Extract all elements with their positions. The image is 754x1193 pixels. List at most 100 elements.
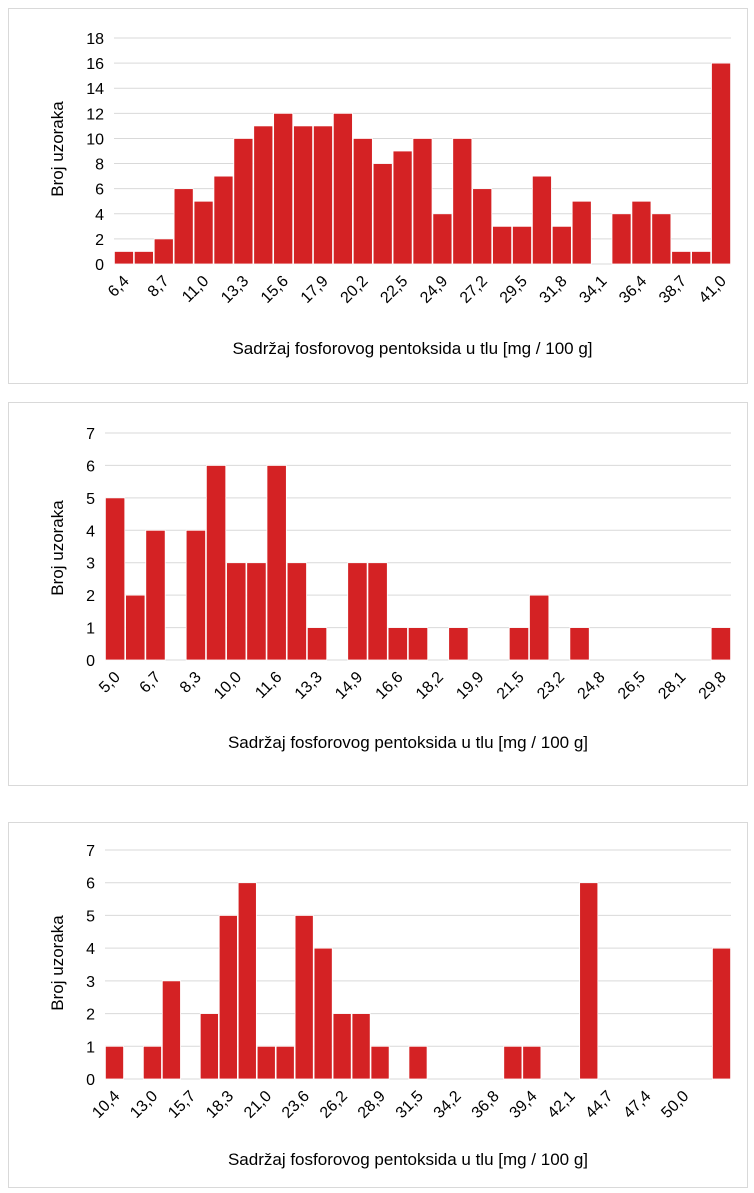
histogram-panel-1: 0 2 4 6 8 10 12 14 16 18 6,4 8,7 11,0 13,3 15,6 17,9 20,… bbox=[8, 8, 748, 384]
histogram-bar bbox=[432, 213, 453, 265]
x-tick-label: 41,0 bbox=[696, 273, 730, 307]
histogram-bar bbox=[492, 225, 513, 265]
x-tick-label: 13,0 bbox=[127, 1088, 161, 1122]
x-tick-label: 36,4 bbox=[616, 273, 650, 307]
x-tick-label: 8,3 bbox=[177, 669, 205, 697]
x-axis-title: Sadržaj fosforovog pentoksida u tlu [mg … bbox=[228, 1150, 588, 1169]
histogram-bar bbox=[218, 915, 238, 1080]
y-tick-label: 3 bbox=[86, 974, 95, 991]
histogram-bar bbox=[193, 200, 214, 265]
x-tick-label: 44,7 bbox=[582, 1088, 616, 1122]
histogram-bar bbox=[611, 213, 632, 265]
x-axis-title: Sadržaj fosforovog pentoksida u tlu [mg … bbox=[228, 733, 588, 752]
x-tick-label: 29,8 bbox=[696, 669, 730, 703]
x-tick-label: 17,9 bbox=[298, 273, 332, 307]
histogram-bar bbox=[710, 627, 732, 661]
histogram-bar bbox=[294, 915, 314, 1080]
histogram-chart-1: 0 2 4 6 8 10 12 14 16 18 6,4 8,7 11,0 13,3 15,6 17,9 20,… bbox=[48, 31, 731, 358]
x-tick-label: 24,8 bbox=[575, 669, 609, 703]
histogram-panel-3: 0 1 2 3 4 5 6 7 10,4 13,0 15,7 18,3 21,0 23,6 26,2 28,9… bbox=[8, 822, 748, 1188]
histogram-bar bbox=[529, 594, 550, 661]
histogram-bar bbox=[306, 627, 328, 661]
x-tick-label: 16,6 bbox=[373, 669, 407, 703]
histogram-bar bbox=[273, 112, 294, 265]
y-tick-label: 1 bbox=[86, 621, 95, 638]
histogram-bar bbox=[569, 627, 590, 661]
y-tick-label: 5 bbox=[86, 908, 95, 925]
y-tick-label: 0 bbox=[95, 257, 104, 274]
histogram-bar bbox=[408, 1045, 428, 1080]
histogram-bar bbox=[105, 1045, 124, 1080]
histogram-bar bbox=[711, 62, 731, 265]
histogram-bar bbox=[392, 150, 413, 265]
y-tick-label: 7 bbox=[86, 843, 95, 860]
y-axis-title: Broj uzoraka bbox=[48, 500, 67, 596]
y-tick-label: 0 bbox=[86, 1072, 95, 1089]
x-tick-label: 39,4 bbox=[507, 1088, 541, 1122]
x-tick-label: 28,1 bbox=[655, 669, 689, 703]
x-tick-label: 42,1 bbox=[545, 1088, 579, 1122]
y-tick-label: 0 bbox=[86, 653, 95, 670]
x-tick-label: 27,2 bbox=[457, 273, 491, 307]
x-tick-label: 8,7 bbox=[145, 273, 173, 301]
y-tick-label: 3 bbox=[86, 556, 95, 573]
histogram-bar bbox=[448, 627, 469, 661]
y-tick-label: 6 bbox=[86, 458, 95, 475]
histogram-bar bbox=[347, 562, 368, 661]
x-tick-label: 13,3 bbox=[218, 273, 252, 307]
histogram-bar bbox=[332, 112, 353, 265]
histogram-bar bbox=[313, 125, 333, 265]
histogram-bar bbox=[142, 1045, 162, 1080]
x-tick-label: 50,0 bbox=[658, 1088, 692, 1122]
histogram-bar bbox=[205, 465, 227, 661]
x-tick-label: 26,2 bbox=[317, 1088, 351, 1122]
y-tick-label: 2 bbox=[95, 232, 104, 249]
histogram-bar bbox=[313, 947, 333, 1080]
y-axis-title: Broj uzoraka bbox=[48, 101, 67, 197]
histogram-bar bbox=[407, 627, 429, 661]
histogram-bar bbox=[351, 1013, 371, 1080]
histogram-bar bbox=[105, 497, 126, 661]
y-tick-label: 4 bbox=[86, 523, 95, 540]
y-tick-label: 6 bbox=[86, 876, 95, 893]
y-tick-label: 12 bbox=[86, 106, 104, 123]
x-tick-label: 47,4 bbox=[620, 1088, 654, 1122]
x-tick-label: 11,6 bbox=[252, 669, 285, 702]
x-tick-label: 6,7 bbox=[137, 669, 165, 697]
histogram-chart-2: 0 1 2 3 4 5 6 7 5,0 6,7 8,3 10,0 11,6 13,3 14,9 16,6 18,… bbox=[48, 426, 732, 752]
x-tick-label: 18,3 bbox=[203, 1088, 237, 1122]
histogram-bar bbox=[370, 1045, 390, 1080]
histogram-bar bbox=[237, 882, 257, 1080]
histogram-bar bbox=[173, 188, 194, 265]
x-axis-title: Sadržaj fosforovog pentoksida u tlu [mg … bbox=[232, 339, 592, 358]
histogram-bar bbox=[531, 175, 552, 265]
histogram-bar bbox=[125, 594, 146, 661]
y-tick-label: 18 bbox=[86, 31, 104, 48]
x-tick-label: 21,5 bbox=[494, 669, 528, 703]
histogram-bar bbox=[691, 251, 712, 265]
histogram-bar bbox=[522, 1045, 542, 1080]
y-tick-label: 4 bbox=[95, 207, 104, 224]
y-tick-label: 16 bbox=[86, 56, 104, 73]
histogram-bar bbox=[412, 138, 433, 265]
histogram-bar bbox=[712, 947, 731, 1080]
x-tick-label: 31,5 bbox=[393, 1088, 427, 1122]
y-tick-label: 6 bbox=[95, 182, 104, 199]
histogram-bar bbox=[579, 882, 599, 1080]
histogram-bar bbox=[246, 562, 267, 661]
histogram-bar bbox=[145, 529, 166, 661]
x-tick-label: 10,4 bbox=[89, 1088, 123, 1122]
histogram-bar bbox=[332, 1013, 352, 1080]
x-tick-label: 34,2 bbox=[431, 1088, 465, 1122]
y-tick-label: 10 bbox=[86, 131, 104, 148]
histogram-bar bbox=[199, 1013, 219, 1080]
histogram-bar bbox=[631, 200, 652, 265]
x-tick-label: 36,8 bbox=[469, 1088, 503, 1122]
x-tick-label: 18,2 bbox=[413, 669, 447, 703]
histogram-bar bbox=[352, 138, 373, 265]
x-tick-label: 19,9 bbox=[453, 669, 487, 703]
histogram-bar bbox=[651, 213, 672, 265]
histogram-bar bbox=[551, 225, 572, 265]
y-tick-label: 4 bbox=[86, 941, 95, 958]
histogram-bar bbox=[671, 251, 692, 265]
